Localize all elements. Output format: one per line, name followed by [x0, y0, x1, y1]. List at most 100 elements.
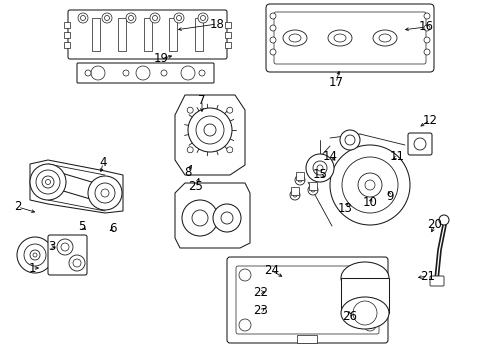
- Circle shape: [297, 178, 302, 182]
- Circle shape: [292, 193, 296, 197]
- Circle shape: [310, 188, 314, 192]
- Circle shape: [269, 25, 275, 31]
- Text: 23: 23: [253, 305, 268, 318]
- Polygon shape: [30, 160, 123, 213]
- Circle shape: [187, 107, 193, 113]
- Circle shape: [30, 164, 66, 200]
- Circle shape: [69, 255, 85, 271]
- Text: 1: 1: [28, 261, 36, 274]
- Circle shape: [102, 13, 112, 23]
- Circle shape: [104, 15, 109, 21]
- Text: 18: 18: [209, 18, 224, 31]
- Circle shape: [269, 37, 275, 43]
- Bar: [92, 18, 100, 51]
- Circle shape: [341, 157, 397, 213]
- Circle shape: [174, 13, 183, 23]
- Bar: [143, 18, 151, 51]
- Circle shape: [200, 15, 205, 21]
- Circle shape: [36, 170, 60, 194]
- Circle shape: [123, 70, 129, 76]
- Circle shape: [423, 13, 429, 19]
- Circle shape: [226, 147, 232, 153]
- FancyBboxPatch shape: [68, 10, 226, 59]
- Bar: [64, 22, 70, 28]
- Circle shape: [78, 13, 88, 23]
- Circle shape: [239, 269, 250, 281]
- Text: 12: 12: [422, 113, 437, 126]
- Ellipse shape: [288, 34, 301, 42]
- Circle shape: [81, 15, 85, 21]
- Text: 6: 6: [109, 222, 117, 235]
- Circle shape: [198, 13, 207, 23]
- Bar: [224, 42, 230, 48]
- Ellipse shape: [283, 30, 306, 46]
- Text: 19: 19: [153, 53, 168, 66]
- Circle shape: [61, 243, 69, 251]
- Circle shape: [57, 239, 73, 255]
- Bar: [308, 182, 316, 190]
- Circle shape: [187, 147, 193, 153]
- Ellipse shape: [327, 30, 351, 46]
- Circle shape: [307, 185, 317, 195]
- Circle shape: [182, 200, 218, 236]
- Circle shape: [294, 175, 305, 185]
- Circle shape: [203, 124, 216, 136]
- Circle shape: [187, 108, 231, 152]
- Text: 13: 13: [337, 202, 352, 215]
- Circle shape: [269, 49, 275, 55]
- Circle shape: [101, 189, 109, 197]
- Circle shape: [305, 154, 333, 182]
- Text: 5: 5: [78, 220, 85, 233]
- Circle shape: [17, 237, 53, 273]
- Bar: [296, 335, 316, 343]
- FancyBboxPatch shape: [236, 266, 378, 334]
- Text: 10: 10: [362, 197, 377, 210]
- Text: 11: 11: [389, 150, 404, 163]
- Circle shape: [136, 66, 150, 80]
- Bar: [169, 18, 177, 51]
- Text: 3: 3: [48, 240, 56, 253]
- Circle shape: [95, 183, 115, 203]
- Circle shape: [73, 259, 81, 267]
- Circle shape: [364, 180, 374, 190]
- Text: 20: 20: [427, 219, 442, 231]
- Bar: [295, 172, 304, 180]
- Circle shape: [316, 165, 323, 171]
- Circle shape: [312, 161, 326, 175]
- Polygon shape: [175, 183, 249, 248]
- Bar: [290, 187, 298, 195]
- Circle shape: [423, 37, 429, 43]
- Circle shape: [226, 107, 232, 113]
- Circle shape: [152, 15, 157, 21]
- Circle shape: [91, 66, 105, 80]
- Bar: [64, 42, 70, 48]
- Circle shape: [423, 49, 429, 55]
- Ellipse shape: [340, 297, 388, 329]
- Ellipse shape: [378, 34, 390, 42]
- FancyBboxPatch shape: [407, 133, 431, 155]
- FancyBboxPatch shape: [265, 4, 433, 72]
- FancyBboxPatch shape: [77, 63, 214, 83]
- Text: 14: 14: [322, 150, 337, 163]
- Text: 22: 22: [253, 285, 268, 298]
- Text: 26: 26: [342, 310, 357, 323]
- Circle shape: [239, 319, 250, 331]
- Text: 8: 8: [184, 166, 191, 179]
- Circle shape: [345, 135, 354, 145]
- Text: 25: 25: [188, 180, 203, 194]
- Circle shape: [126, 13, 136, 23]
- Circle shape: [88, 176, 122, 210]
- Circle shape: [339, 130, 359, 150]
- FancyBboxPatch shape: [48, 235, 87, 275]
- Circle shape: [363, 269, 375, 281]
- Text: 17: 17: [328, 77, 343, 90]
- Circle shape: [45, 180, 50, 184]
- Circle shape: [128, 15, 133, 21]
- Circle shape: [352, 301, 376, 325]
- Text: 24: 24: [264, 265, 279, 278]
- Circle shape: [329, 145, 409, 225]
- FancyBboxPatch shape: [273, 12, 425, 64]
- Circle shape: [199, 70, 204, 76]
- Circle shape: [42, 176, 54, 188]
- Circle shape: [196, 116, 224, 144]
